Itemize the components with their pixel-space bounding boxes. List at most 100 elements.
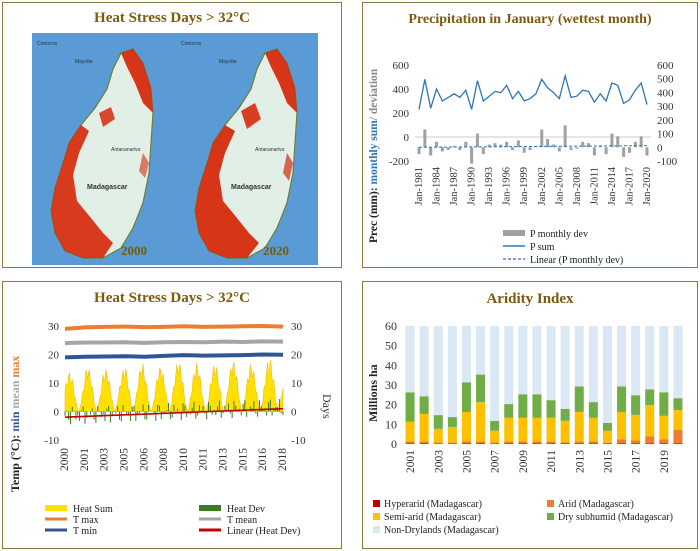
bar-arid bbox=[405, 441, 415, 444]
bar-arid bbox=[518, 441, 528, 444]
y-tick: 0 bbox=[391, 437, 397, 451]
precip-y-label: Prec (mm): monthly sum/ deviation bbox=[368, 68, 380, 243]
y-tick: 20 bbox=[385, 398, 397, 412]
p-dev-bar bbox=[604, 147, 608, 155]
legend-label: Linear (Heat Dev) bbox=[227, 526, 300, 537]
x-tick: 2003 bbox=[433, 450, 445, 473]
map-figure: Comoros Mayotte Antananarivo Madagascar … bbox=[32, 33, 318, 265]
p-dev-bar bbox=[569, 147, 573, 151]
bar-non-drylands bbox=[574, 326, 584, 387]
bar-hyperarid bbox=[461, 443, 471, 444]
p-dev-bar bbox=[592, 147, 596, 156]
bar-non-drylands bbox=[659, 326, 669, 393]
bar-hyperarid bbox=[405, 443, 415, 444]
x-tick: Jan-2014 bbox=[607, 166, 618, 205]
heat-title: Heat Stress Days > 32°C bbox=[94, 290, 250, 306]
aridity-y-label: Millions ha bbox=[366, 364, 380, 422]
p-dev-bar bbox=[616, 136, 620, 148]
y-tick-right: 0 bbox=[657, 142, 663, 154]
bar-dry bbox=[574, 386, 584, 412]
bar-non-drylands bbox=[602, 326, 612, 423]
bar-arid bbox=[588, 441, 598, 444]
p-dev-bar bbox=[522, 147, 526, 153]
legend-swatch-pdev bbox=[503, 230, 525, 236]
legend-label: Semi-arid (Madagascar) bbox=[384, 512, 481, 523]
madagascar-map-2020: Comoros Mayotte Antananarivo Madagascar … bbox=[181, 41, 298, 259]
y-tick-right: 300 bbox=[657, 101, 674, 113]
p-dev-bar bbox=[633, 141, 637, 148]
precip-chart: -2000200400600-1000100200300400500600Jan… bbox=[368, 60, 678, 266]
bar-semi-arid bbox=[461, 411, 471, 442]
legend-label: Dry subhumid (Madagascar) bbox=[558, 512, 673, 523]
p-dev-bar bbox=[423, 129, 427, 148]
bar-non-drylands bbox=[518, 326, 528, 395]
bar-non-drylands bbox=[504, 326, 514, 405]
p-dev-bar bbox=[435, 141, 439, 148]
map-title: Heat Stress Days > 32°C bbox=[94, 10, 250, 26]
p-dev-bar bbox=[528, 147, 532, 151]
y-tick-right: 30 bbox=[291, 321, 303, 333]
p-dev-bar bbox=[546, 139, 550, 148]
y-tick-left: 30 bbox=[48, 321, 60, 333]
y-tick-right: 10 bbox=[291, 378, 303, 390]
y-tick-right: 600 bbox=[657, 60, 674, 72]
y-tick-left: 600 bbox=[393, 60, 410, 72]
bar-semi-arid bbox=[476, 402, 486, 442]
legend-label-plinear: Linear (P monthly dev) bbox=[530, 255, 623, 266]
bar-non-drylands bbox=[419, 326, 429, 397]
bar-dry bbox=[490, 420, 500, 431]
legend-label: T mean bbox=[227, 515, 257, 526]
legend-swatch bbox=[373, 513, 380, 520]
map-label-antananarivo-2: Antananarivo bbox=[255, 147, 285, 153]
heat-y-label-left: Temp (°C): min mean max bbox=[8, 356, 22, 492]
p-dev-bar bbox=[622, 147, 626, 157]
y-tick-left: -200 bbox=[389, 156, 410, 168]
y-tick: 30 bbox=[385, 378, 397, 392]
y-tick-right: 500 bbox=[657, 74, 674, 86]
y-tick: 10 bbox=[385, 417, 397, 431]
y-tick-right: -100 bbox=[657, 156, 678, 168]
bar-arid bbox=[631, 440, 641, 444]
y-tick: 40 bbox=[385, 358, 397, 372]
bar-non-drylands bbox=[461, 326, 471, 383]
bar-dry bbox=[546, 400, 556, 418]
bar-semi-arid bbox=[546, 417, 556, 442]
p-dev-bar bbox=[440, 147, 444, 152]
bar-arid bbox=[546, 441, 556, 444]
x-tick: 2013 bbox=[574, 450, 586, 473]
bar-hyperarid bbox=[504, 443, 514, 444]
y-tick-left: 20 bbox=[48, 350, 60, 362]
bar-non-drylands bbox=[433, 326, 443, 416]
x-tick: Jan-1996 bbox=[502, 167, 513, 206]
bar-dry bbox=[419, 396, 429, 414]
legend-swatch bbox=[547, 500, 554, 507]
legend-label: T min bbox=[73, 526, 97, 537]
y-tick-right: 100 bbox=[657, 129, 674, 141]
bar-hyperarid bbox=[631, 443, 641, 444]
bar-semi-arid bbox=[405, 421, 415, 442]
bar-semi-arid bbox=[433, 428, 443, 443]
x-tick: 2016 bbox=[257, 448, 269, 471]
x-tick: 2017 bbox=[631, 450, 643, 473]
bar-dry bbox=[659, 392, 669, 416]
x-tick: 2013 bbox=[218, 448, 230, 471]
x-tick: 2019 bbox=[659, 450, 671, 473]
bar-arid bbox=[617, 439, 627, 444]
p-dev-bar bbox=[587, 143, 591, 148]
bar-arid bbox=[532, 441, 542, 444]
p-dev-bar bbox=[575, 147, 579, 149]
bar-non-drylands bbox=[532, 326, 542, 395]
p-dev-bar bbox=[551, 144, 555, 148]
x-tick: Jan-1981 bbox=[414, 167, 425, 206]
bar-dry bbox=[617, 386, 627, 412]
bar-semi-arid bbox=[504, 417, 514, 442]
bar-non-drylands bbox=[588, 326, 598, 403]
legend-label: Heat Sum bbox=[73, 504, 113, 515]
bar-hyperarid bbox=[560, 443, 570, 444]
bar-arid bbox=[504, 441, 514, 444]
line-t-min bbox=[64, 352, 284, 360]
bar-dry bbox=[588, 402, 598, 418]
p-dev-bar bbox=[464, 141, 468, 148]
x-tick: 2006 bbox=[138, 448, 150, 471]
p-linear-trend bbox=[418, 145, 648, 148]
